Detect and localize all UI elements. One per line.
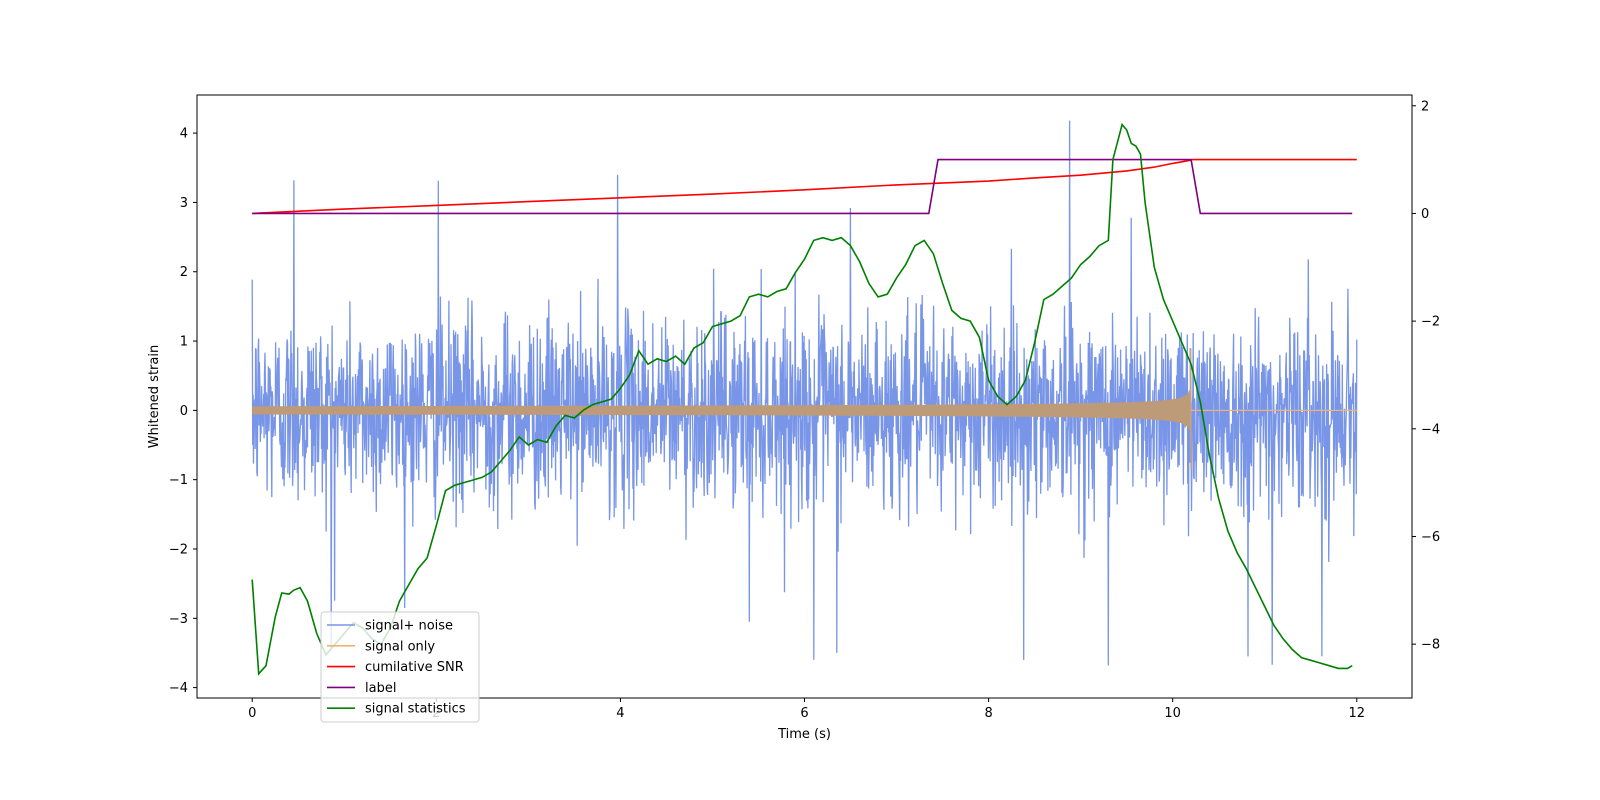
legend-label: signal statistics (365, 702, 466, 717)
legend-label: signal+ noise (365, 619, 453, 634)
x-tick-label: 4 (616, 706, 624, 721)
x-tick-label: 0 (248, 706, 256, 721)
y-tick-label: −2 (169, 542, 188, 557)
y-tick-label: −4 (169, 681, 188, 696)
signal-statistics-line (251, 122, 1353, 676)
y-tick-label: 4 (180, 127, 188, 142)
x-tick-label: 6 (800, 706, 808, 721)
overlay-series (251, 122, 1357, 676)
label-line (252, 158, 1353, 215)
signal-only-peak (1189, 347, 1192, 470)
y-axis-label: Whitened strain (147, 345, 162, 448)
signal-only-series (252, 347, 1357, 470)
legend-box (320, 611, 480, 723)
y-tick-label: −3 (169, 612, 188, 627)
legend-label: cumilative SNR (365, 660, 464, 675)
y2-tick-label: −4 (1421, 422, 1440, 437)
y-tick-label: 1 (180, 335, 188, 350)
legend: signal+ noise signal only cumilative SNR la… (320, 611, 480, 723)
legend-label: label (365, 681, 396, 696)
y2-tick-label: 0 (1421, 207, 1429, 222)
y-tick-label: 0 (180, 404, 188, 419)
y2-tick-label: −8 (1421, 638, 1440, 653)
x-tick-label: 10 (1164, 706, 1181, 721)
y-axis-right: −8 −6 −4 −2 0 2 (1412, 99, 1440, 653)
legend-label: signal only (365, 639, 435, 654)
y2-tick-label: −6 (1421, 530, 1440, 545)
signal-noise-series (251, 120, 1358, 666)
y2-tick-label: −2 (1421, 315, 1440, 330)
signal-noise-line (251, 120, 1358, 666)
x-tick-label: 12 (1348, 706, 1365, 721)
y2-tick-label: 2 (1421, 99, 1429, 114)
x-axis-label: Time (s) (777, 727, 831, 742)
signal-only-envelope (252, 390, 1192, 431)
x-tick-label: 8 (984, 706, 992, 721)
y-tick-label: 2 (180, 265, 188, 280)
y-tick-label: −1 (169, 473, 188, 488)
y-tick-label: 3 (180, 196, 188, 211)
y-axis-left: −4 −3 −2 −1 0 1 2 3 4 (169, 127, 197, 696)
